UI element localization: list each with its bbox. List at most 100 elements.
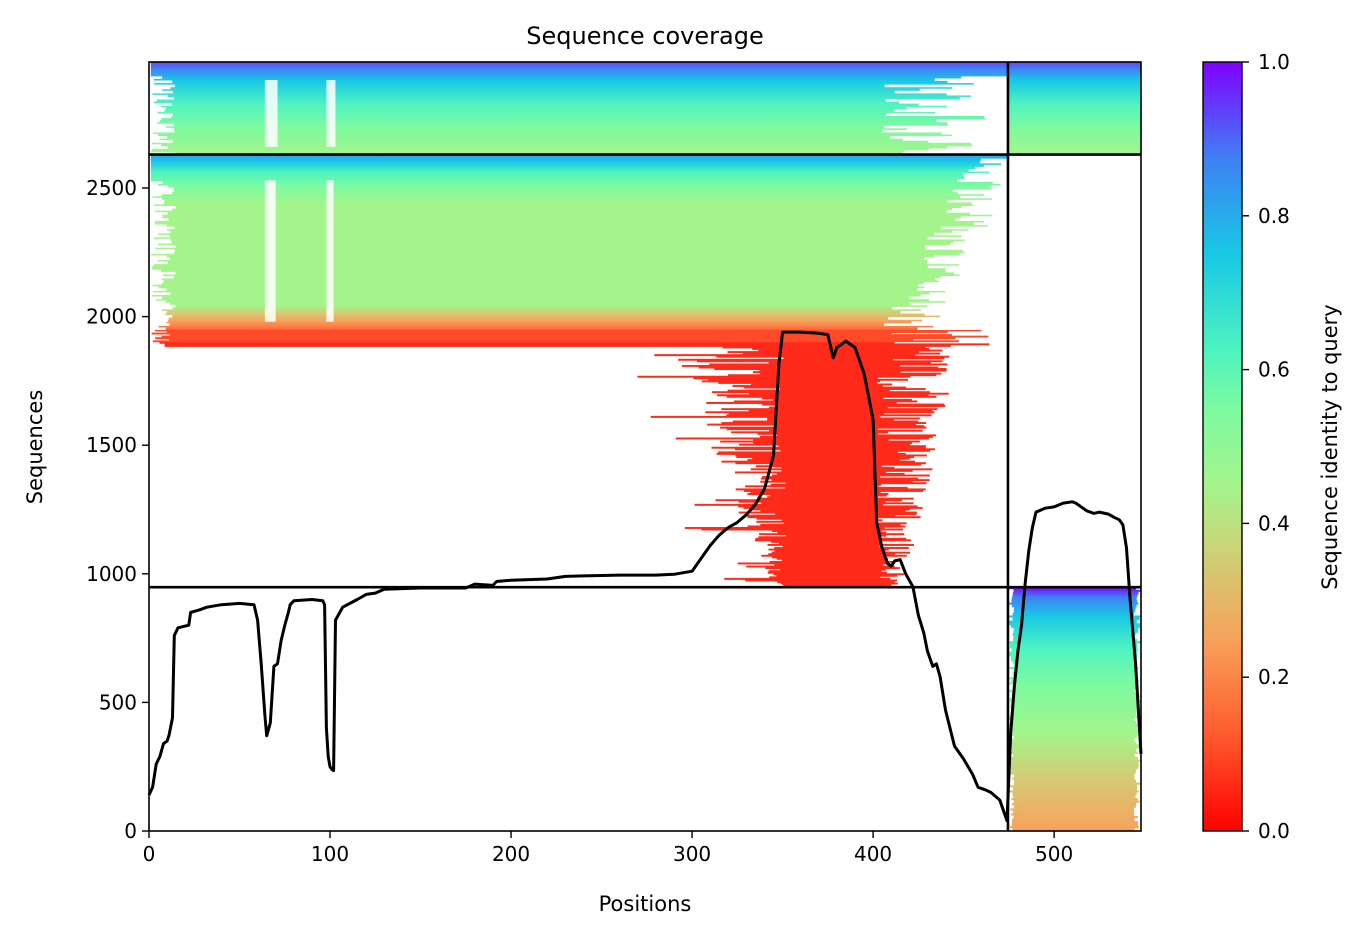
edge-gap — [1008, 632, 1013, 637]
coverage-row — [736, 456, 915, 458]
coverage-row — [738, 500, 886, 503]
edge-gap — [150, 201, 164, 205]
edge-gap — [150, 119, 160, 123]
edge-gap — [927, 261, 1008, 265]
coverage-row — [718, 451, 899, 454]
edge-gap — [959, 273, 1008, 277]
edge-gap — [924, 313, 1008, 316]
edge-gap — [946, 105, 1008, 108]
edge-gap — [150, 125, 167, 129]
edge-gap — [1008, 663, 1015, 667]
edge-gap — [939, 280, 1008, 283]
edge-gap — [1008, 645, 1010, 649]
edge-gap — [947, 146, 1008, 149]
edge-gap — [1138, 666, 1141, 670]
edge-gap — [1135, 632, 1141, 637]
edge-gap — [150, 241, 172, 244]
coverage-row — [774, 405, 946, 408]
edge-gap — [1008, 823, 1012, 827]
edge-gap — [923, 282, 1008, 285]
edge-gap — [883, 323, 1008, 326]
edge-gap — [959, 195, 1008, 199]
edge-gap — [983, 220, 1008, 223]
edge-gap — [1137, 751, 1141, 755]
edge-gap — [964, 251, 1008, 254]
edge-gap — [1136, 620, 1141, 624]
edge-gap — [927, 259, 1008, 263]
edge-gap — [1008, 661, 1013, 665]
edge-gap — [936, 119, 1008, 123]
edge-gap — [992, 181, 1008, 184]
edge-gap — [927, 236, 1008, 240]
edge-gap — [150, 146, 168, 149]
edge-gap — [150, 210, 156, 213]
edge-gap — [917, 327, 1008, 330]
edge-gap — [1137, 668, 1141, 673]
edge-gap — [1008, 648, 1012, 652]
edge-gap — [945, 267, 1008, 271]
edge-gap — [884, 84, 1008, 88]
y-axis-label: Sequences — [23, 390, 47, 505]
coverage-row — [774, 564, 883, 566]
coverage-row — [155, 337, 956, 340]
edge-gap — [1001, 162, 1008, 166]
coverage-row — [760, 523, 901, 526]
edge-gap — [970, 94, 1008, 98]
coverage-row — [775, 513, 917, 516]
edge-gap — [150, 319, 169, 322]
edge-gap — [1135, 609, 1141, 613]
edge-gap — [1008, 679, 1012, 683]
edge-gap — [957, 179, 1008, 182]
y-tick-label: 2000 — [86, 305, 137, 329]
edge-gap — [1134, 661, 1141, 665]
edge-gap — [1137, 645, 1141, 649]
edge-gap — [150, 308, 162, 312]
edge-gap — [1008, 625, 1011, 629]
y-tick-label: 2500 — [86, 176, 137, 200]
edge-gap — [920, 294, 1008, 298]
edge-gap — [980, 158, 1008, 162]
coverage-row — [754, 539, 912, 542]
edge-gap — [1008, 630, 1014, 634]
edge-gap — [952, 208, 1008, 211]
edge-gap — [150, 80, 173, 84]
edge-gap — [150, 306, 173, 310]
edge-gap — [1000, 183, 1008, 186]
x-tick-label: 200 — [492, 842, 530, 866]
edge-gap — [1008, 699, 1010, 703]
edge-gap — [906, 107, 1008, 110]
edge-gap — [888, 317, 1008, 320]
edge-gap — [947, 199, 1008, 203]
coverage-row — [761, 397, 884, 400]
coverage-row — [770, 483, 882, 486]
edge-gap — [150, 191, 172, 195]
edge-gap — [1138, 825, 1141, 829]
edge-gap — [150, 140, 173, 143]
coverage-row — [781, 559, 887, 562]
edge-gap — [150, 88, 163, 92]
edge-gap — [925, 247, 1008, 250]
coverage-row — [771, 479, 930, 482]
edge-gap — [1008, 671, 1013, 675]
edge-gap — [911, 321, 1008, 324]
edge-gap — [1134, 807, 1141, 811]
coverage-row — [726, 428, 878, 431]
coverage-row — [718, 381, 877, 384]
edge-gap — [150, 313, 166, 316]
edge-gap — [934, 255, 1008, 258]
edge-gap — [941, 131, 1008, 135]
edge-gap — [150, 76, 163, 79]
edge-gap — [960, 216, 1008, 219]
edge-gap — [941, 226, 1008, 230]
coverage-row — [737, 562, 889, 565]
edge-gap — [1134, 810, 1141, 814]
edge-gap — [150, 327, 166, 330]
edge-gap — [150, 226, 175, 230]
edge-gap — [150, 214, 163, 217]
coverage-row — [151, 332, 892, 335]
edge-gap — [984, 193, 1008, 197]
edge-gap — [948, 123, 1008, 127]
coverage-row — [735, 462, 926, 465]
edge-gap — [972, 144, 1008, 147]
